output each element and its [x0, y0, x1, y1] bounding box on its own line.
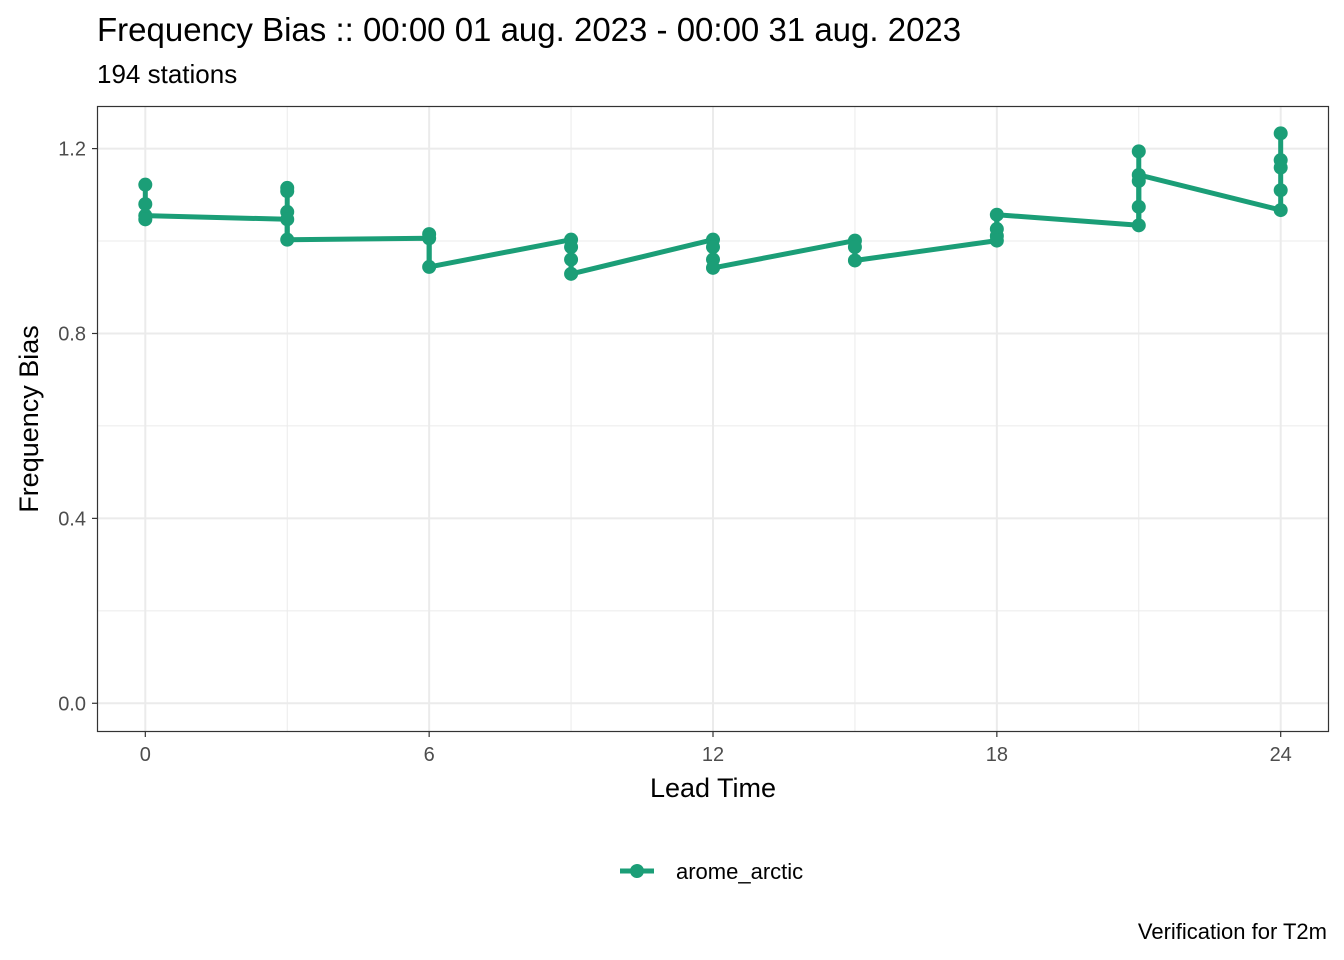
y-tick-label: 0.0: [58, 693, 86, 715]
axes: 0 6 12 18 24 0.0 0.4 0.8 1.2: [58, 139, 1292, 766]
y-axis-title: Frequency Bias: [14, 325, 44, 513]
data-point: [1131, 144, 1146, 159]
y-tick-label: 0.8: [58, 323, 86, 345]
data-point: [422, 231, 437, 246]
data-point: [564, 240, 579, 255]
data-point: [280, 232, 295, 247]
data-point: [564, 252, 579, 267]
x-tick-label: 24: [1270, 744, 1292, 766]
chart-title: Frequency Bias :: 00:00 01 aug. 2023 - 0…: [97, 11, 962, 48]
data-point: [280, 184, 295, 199]
x-axis-title: Lead Time: [650, 773, 776, 803]
data-point: [1273, 160, 1288, 175]
data-point: [564, 266, 579, 281]
data-point: [1273, 183, 1288, 198]
data-point: [280, 212, 295, 227]
data-point: [1273, 203, 1288, 218]
legend-label: arome_arctic: [676, 859, 803, 884]
series-arome-arctic: [138, 126, 1288, 281]
data-point: [706, 260, 720, 275]
y-tick-label: 0.4: [58, 508, 86, 530]
y-tick-label: 1.2: [58, 139, 86, 161]
data-point: [138, 212, 153, 227]
data-point: [989, 233, 1004, 248]
data-point: [989, 207, 1004, 222]
data-point: [138, 177, 153, 192]
data-point: [1131, 199, 1146, 214]
data-point: [1131, 173, 1146, 188]
chart-subtitle: 194 stations: [97, 59, 238, 89]
data-point: [847, 240, 862, 255]
legend-key-point: [630, 864, 644, 878]
x-tick-label: 6: [424, 744, 435, 766]
x-tick-label: 12: [702, 744, 724, 766]
data-point: [706, 240, 720, 255]
data-point: [847, 253, 862, 268]
legend: arome_arctic: [620, 859, 803, 884]
grid-lines: [98, 107, 1328, 731]
data-point: [1131, 218, 1146, 233]
caption: Verification for T2m: [1137, 919, 1327, 944]
data-point: [138, 197, 153, 212]
data-point: [1273, 126, 1288, 141]
x-tick-label: 0: [140, 744, 151, 766]
data-point: [422, 259, 437, 274]
x-tick-label: 18: [986, 744, 1008, 766]
